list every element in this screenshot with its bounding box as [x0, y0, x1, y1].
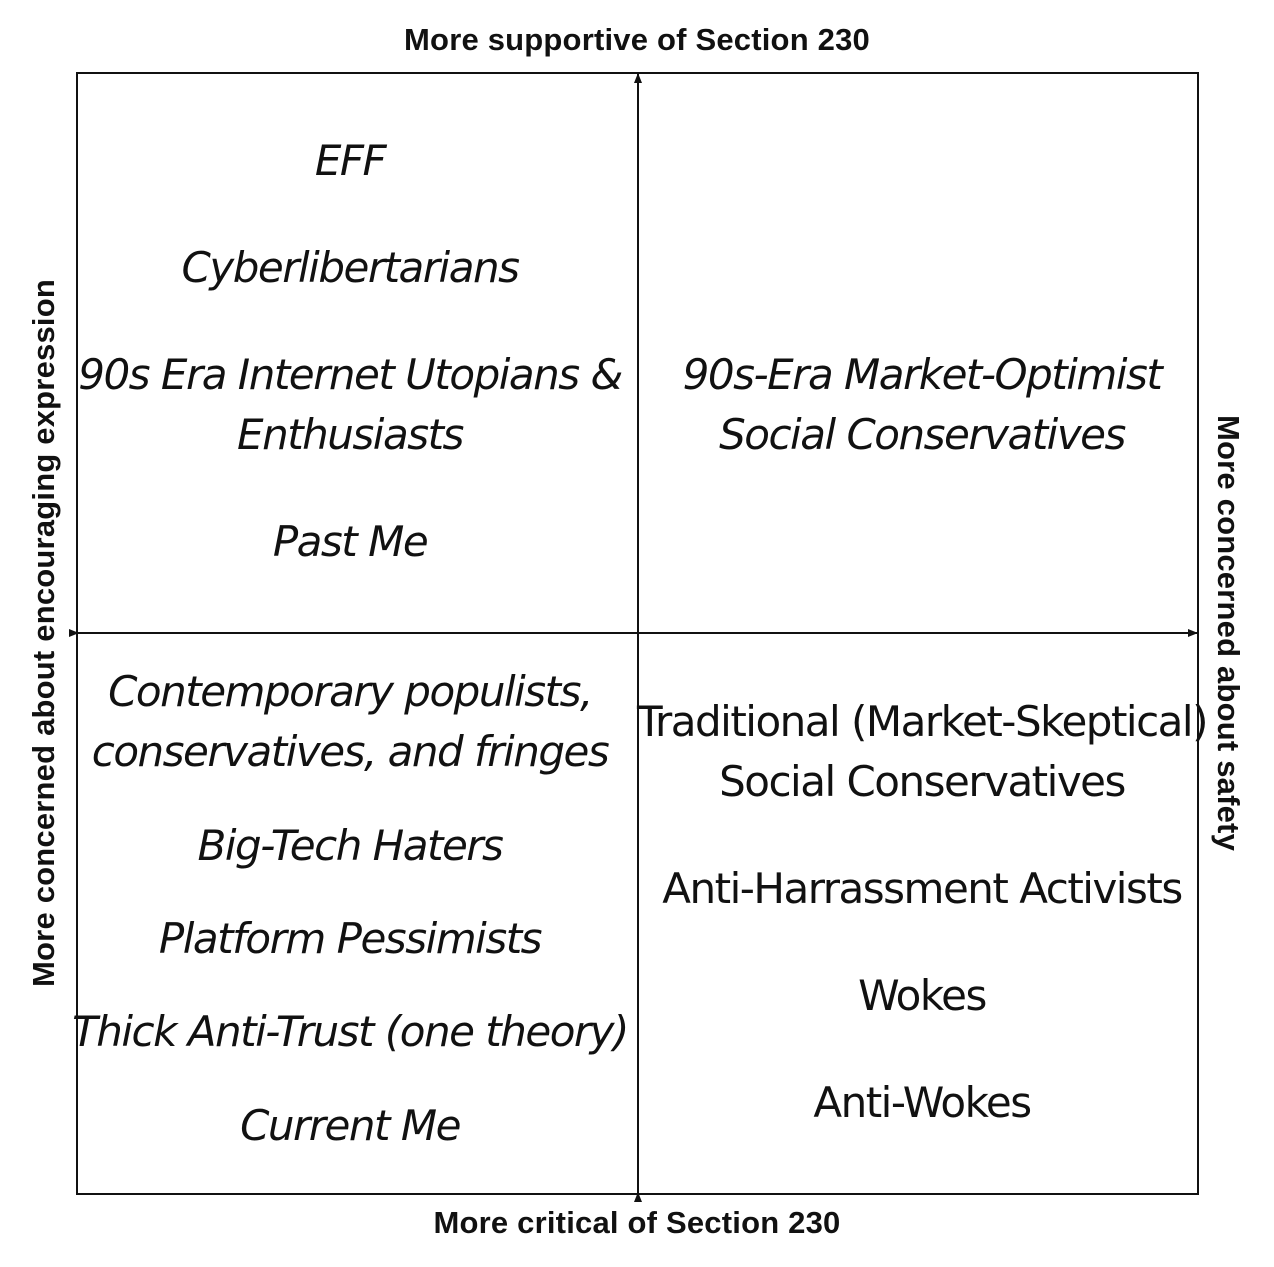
bottom-right-item: Wokes	[858, 966, 987, 1026]
item-line: Thick Anti-Trust (one theory)	[72, 1007, 629, 1056]
top-left-item: 90s Era Internet Utopians & Enthusiasts	[78, 345, 623, 465]
bottom-right-item: Anti-Wokes	[813, 1073, 1032, 1133]
item-line: 90s Era Internet Utopians &	[78, 350, 623, 399]
bottom-left-item: Big-Tech Haters	[197, 816, 504, 876]
top-left-item: EFF	[314, 131, 387, 191]
item-line: 90s-Era Market-Optimist	[682, 350, 1163, 399]
item-line: Social Conservatives	[719, 410, 1126, 459]
bottom-left-item: Contemporary populists, conservatives, a…	[91, 662, 610, 782]
bottom-left-item: Thick Anti-Trust (one theory)	[72, 1002, 629, 1062]
bottom-right-item: Anti-Harrassment Activists	[662, 859, 1183, 919]
item-line: Social Conservatives	[719, 757, 1126, 806]
item-line: Anti-Harrassment Activists	[662, 864, 1183, 913]
bottom-left-item: Platform Pessimists	[158, 909, 543, 969]
item-line: Platform Pessimists	[158, 914, 543, 963]
item-line: Cyberlibertarians	[181, 243, 520, 292]
item-line: Past Me	[272, 517, 429, 566]
item-line: Current Me	[240, 1101, 461, 1150]
item-line: Traditional (Market-Skeptical)	[637, 697, 1208, 746]
top-left-item: Past Me	[272, 512, 429, 572]
item-line: Big-Tech Haters	[197, 821, 504, 870]
item-line: Anti-Wokes	[813, 1078, 1032, 1127]
top-right-item: 90s-Era Market-Optimist Social Conservat…	[682, 345, 1163, 465]
item-line: Wokes	[858, 971, 987, 1020]
bottom-right-item: Traditional (Market-Skeptical) Social Co…	[637, 692, 1208, 812]
item-line: conservatives, and fringes	[91, 727, 610, 776]
item-line: Enthusiasts	[237, 410, 464, 459]
bottom-axis-label: More critical of Section 230	[433, 1205, 841, 1240]
bottom-left-item: Current Me	[240, 1096, 461, 1156]
top-left-item: Cyberlibertarians	[181, 238, 520, 298]
item-line: EFF	[314, 136, 387, 185]
item-line: Contemporary populists,	[108, 667, 593, 716]
top-axis-label: More supportive of Section 230	[404, 22, 870, 57]
